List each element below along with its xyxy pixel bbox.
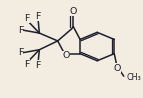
Text: O: O: [113, 64, 121, 73]
Text: O: O: [62, 51, 69, 60]
Text: F: F: [24, 14, 30, 23]
Text: F: F: [35, 61, 41, 70]
Text: F: F: [35, 12, 41, 21]
Text: F: F: [18, 48, 23, 57]
Text: F: F: [24, 60, 30, 69]
Text: CH₃: CH₃: [127, 73, 141, 82]
Text: F: F: [18, 26, 23, 35]
Text: O: O: [70, 7, 77, 15]
